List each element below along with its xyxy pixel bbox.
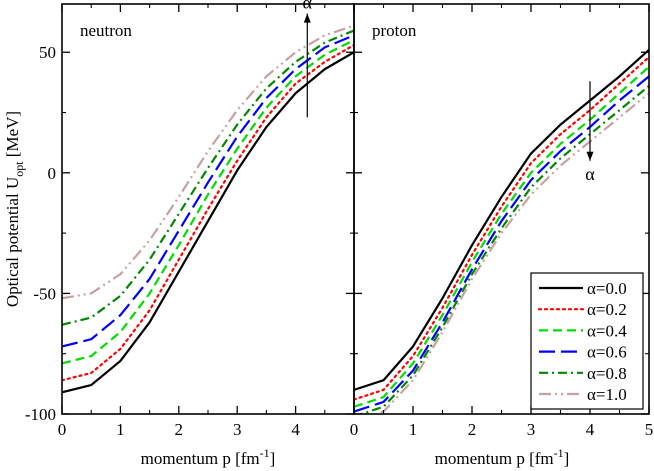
series-line---0-8 [62, 29, 354, 326]
x-axis-label-proton: momentum p [fm-1] [435, 446, 570, 468]
x-tick-label: 4 [586, 420, 595, 439]
neutron-panel-label: neutron [80, 21, 132, 40]
x-axis-label-neutron: momentum p [fm-1] [141, 446, 276, 468]
x-tick-label: 0 [350, 420, 359, 439]
series-group [62, 24, 354, 394]
y-axis-label: Optical potential Uopt [MeV] [3, 111, 26, 307]
x-tick-label: 2 [175, 420, 184, 439]
legend-label: α=0.6 [587, 343, 627, 362]
x-axis-label-sup: -1 [260, 446, 270, 460]
alpha-arrow-head [586, 151, 594, 161]
x-tick-label: 2 [468, 420, 477, 439]
x-axis-label-sup: -1 [554, 446, 564, 460]
x-tick-label: 0 [58, 420, 67, 439]
series-line---1-0 [62, 24, 354, 300]
y-axis-label-sub: opt [12, 161, 26, 177]
series-line---0-0 [354, 49, 649, 391]
series-line---0-6 [62, 34, 354, 348]
legend-label: α=1.0 [587, 385, 627, 404]
alpha-arrow-head [303, 13, 311, 23]
alpha-arrow-label: α [585, 164, 595, 184]
series-line---0-0 [62, 51, 354, 394]
series-line---0-6 [354, 75, 649, 413]
x-tick-label: 3 [527, 420, 536, 439]
series-line---1-0 [372, 92, 649, 414]
legend-label: α=0.0 [587, 279, 627, 298]
x-tick-label: 5 [645, 420, 654, 439]
series-line---0-2 [62, 43, 354, 382]
series-line---0-4 [62, 39, 354, 365]
x-tick-label: 1 [116, 420, 125, 439]
y-tick-label: 0 [48, 164, 57, 183]
legend-label: α=0.8 [587, 364, 627, 383]
x-axis-label-tail: ] [564, 449, 570, 468]
series-line---0-8 [357, 85, 649, 414]
x-axis-label-tail: ] [270, 449, 276, 468]
x-tick-label: 4 [291, 420, 300, 439]
series-line---0-2 [354, 55, 649, 401]
x-axis-label-main: momentum p [fm [435, 449, 554, 468]
x-tick-label: 3 [233, 420, 242, 439]
proton-panel: 0 1 2 3 4 5 α α=0.0 α=0.2 α=0.4 α=0.6 α=0.8 α=1.0 [350, 3, 654, 439]
x-axis-label-main: momentum p [fm [141, 449, 260, 468]
y-tick-label: -100 [25, 405, 56, 424]
legend-label: α=0.4 [587, 321, 627, 340]
y-tick-label: 50 [39, 43, 56, 62]
legend-label: α=0.2 [587, 300, 627, 319]
alpha-arrow-label: α [303, 0, 313, 13]
y-axis-label-tail: [MeV] [3, 111, 22, 162]
series-line---0-4 [354, 65, 649, 408]
legend-box [530, 272, 644, 410]
proton-panel-label: proton [372, 21, 417, 40]
neutron-panel: 0 1 2 3 4 -100 -50 0 50 α [25, 0, 355, 439]
y-axis-label-main: Optical potential U [3, 177, 22, 307]
series-group [354, 49, 649, 414]
x-tick-label: 1 [409, 420, 418, 439]
y-tick-label: -50 [33, 284, 56, 303]
legend: α=0.0 α=0.2 α=0.4 α=0.6 α=0.8 α=1.0 [530, 272, 644, 410]
